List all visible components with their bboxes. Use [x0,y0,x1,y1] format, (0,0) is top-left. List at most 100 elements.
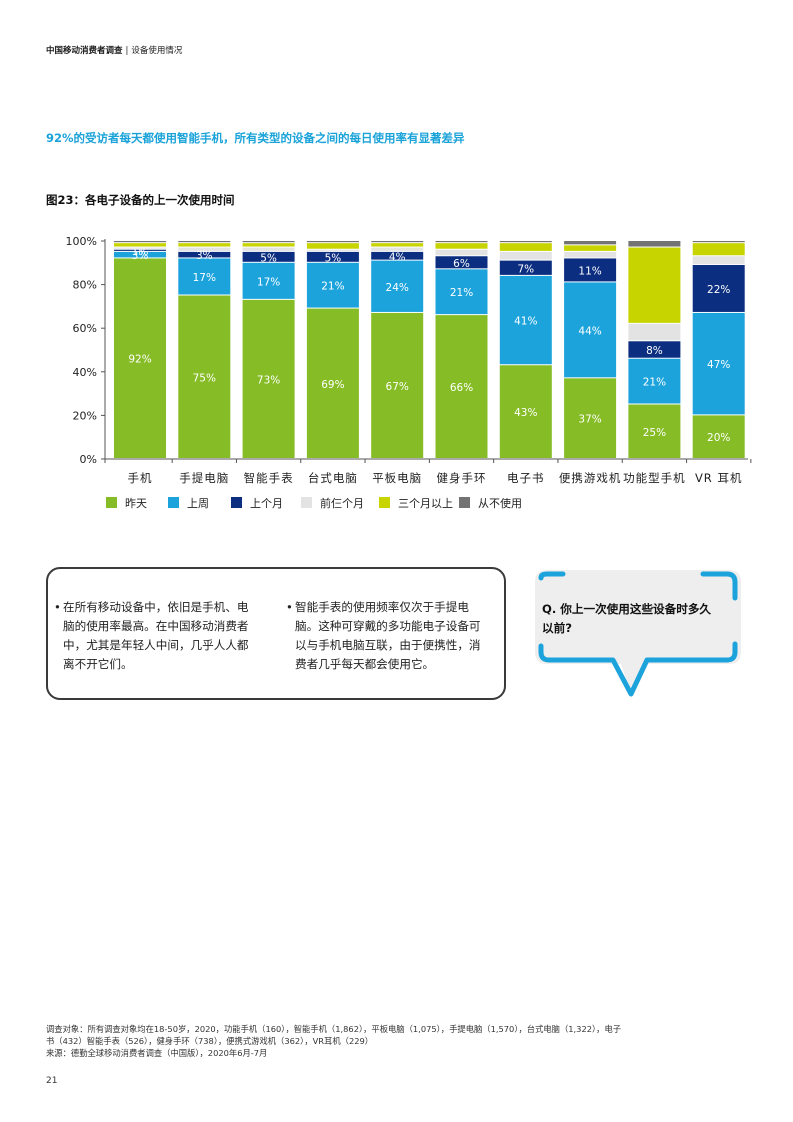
bar-segment [692,264,745,312]
bar-segment [692,241,745,243]
x-tick-label: 平板电脑 [372,471,422,485]
x-tick-label: 手提电脑 [179,471,229,485]
bullet-line: 在所有移动设备中，依旧是手机、电 [63,600,249,614]
data-label: 1% [132,246,149,258]
footnote-line: 调查对象：所有调查对象均在18-50岁，2020，功能手机（160），智能手机（… [46,1024,622,1034]
question-speech-bubble [535,570,741,697]
bar-segment [178,251,231,258]
y-tick-label: 40% [73,366,97,379]
data-label: 3% [196,250,213,262]
bar-segment [242,299,295,458]
legend-swatch [168,497,179,508]
bar-segment [628,404,681,458]
bar-segment [628,247,681,323]
bar-segment [242,247,295,251]
bar-segment [628,358,681,404]
bar-segment [499,365,552,458]
bar-segment [178,258,231,295]
data-label: 41% [514,316,537,328]
data-label: 7% [517,263,534,275]
data-label: 43% [514,407,537,419]
y-tick-label: 80% [73,279,97,292]
data-label: 21% [643,377,666,389]
bar-segment [499,251,552,260]
report-title: 中国移动消费者调查 [46,46,123,56]
bar-segment [114,258,166,458]
bar-segment [371,312,424,458]
bullet-line: 脑。这种可穿戴的多功能电子设备可 [295,619,481,633]
bar-segment [306,243,359,249]
bar-segment [306,262,359,308]
section-title: 设备使用情况 [131,46,183,56]
data-label: 44% [578,325,601,337]
bar-segment [628,341,681,358]
data-label: 17% [257,276,280,288]
data-label: 75% [193,372,216,384]
insight-bullet-1: • 在所有移动设备中，依旧是手机、电 脑的使用率最高。在中国移动消费者 中，尤其… [54,598,268,674]
legend-label: 三个月以上 [398,497,453,510]
header-separator: | [125,46,129,56]
x-tick-label: 功能型手机 [623,471,686,485]
bar-segment [499,241,552,243]
data-label: 24% [386,282,409,294]
bar-segment [178,247,231,251]
bar-segment [306,308,359,458]
footnote-line: 书（432）智能手表（526），健身手环（738），便携式游戏机（362），VR… [46,1036,374,1046]
data-label: 3% [132,250,149,262]
headline: 92%的受访者每天都使用智能手机，所有类型的设备之间的每日使用率有显著差异 [46,131,465,145]
bar-segment [371,260,424,312]
bar-segment [564,258,617,282]
bar-segment [435,243,488,249]
data-label: 47% [707,359,730,371]
bar-segment [628,323,681,341]
insight-box [46,567,506,700]
bar-segment [564,378,617,458]
bar-segment [692,256,745,264]
bullet-line: 离不开它们。 [63,657,133,671]
bar-segment [564,251,617,258]
x-tick-label: VR 耳机 [695,471,743,485]
legend-swatch [231,497,242,508]
bar-segment [628,241,681,247]
bullet-line: 费者几乎每天都会使用它。 [295,657,435,671]
bar-segment [178,241,231,243]
footnote: 调查对象：所有调查对象均在18-50岁，2020，功能手机（160），智能手机（… [46,1023,746,1059]
bullet-mark: • [286,600,293,614]
bar-segment [371,241,424,243]
bar-segment [499,275,552,365]
legend-label: 从不使用 [478,497,522,510]
data-label: 21% [321,281,344,293]
report-header: 中国移动消费者调查 | 设备使用情况 [46,44,182,56]
data-label: 8% [646,345,663,357]
figure-title: 图23：各电子设备的上一次使用时间 [46,193,235,207]
legend-label: 前仨个月 [320,496,364,510]
bar-segment [499,260,552,275]
question-text: Q. 你上一次使用这些设备时多久 以前? [542,600,732,638]
bar-segment [564,245,617,251]
bar-segment [371,247,424,251]
page-number: 21 [46,1076,58,1086]
bullet-line: 脑的使用率最高。在中国移动消费者 [63,619,249,633]
bar-segment [242,251,295,262]
data-label: 22% [707,284,730,296]
bar-segment [435,241,488,243]
data-label: 92% [128,354,151,366]
bar-segment [692,415,745,458]
bar-segment [435,269,488,315]
bar-segment [114,243,166,247]
bar-segment [692,312,745,415]
data-label: 69% [321,379,344,391]
data-label: 67% [386,381,409,393]
legend-swatch [379,497,390,508]
data-label: 66% [450,382,473,394]
data-label: 4% [389,251,406,263]
data-label: 37% [578,414,601,426]
question-line: 以前? [542,621,572,635]
y-tick-label: 60% [73,322,97,335]
y-tick-label: 0% [80,453,97,466]
bar-segment [371,243,424,247]
bar-segment [435,315,488,458]
bar-segment [499,243,552,251]
bar-segment [242,241,295,243]
legend-label: 昨天 [125,497,147,510]
